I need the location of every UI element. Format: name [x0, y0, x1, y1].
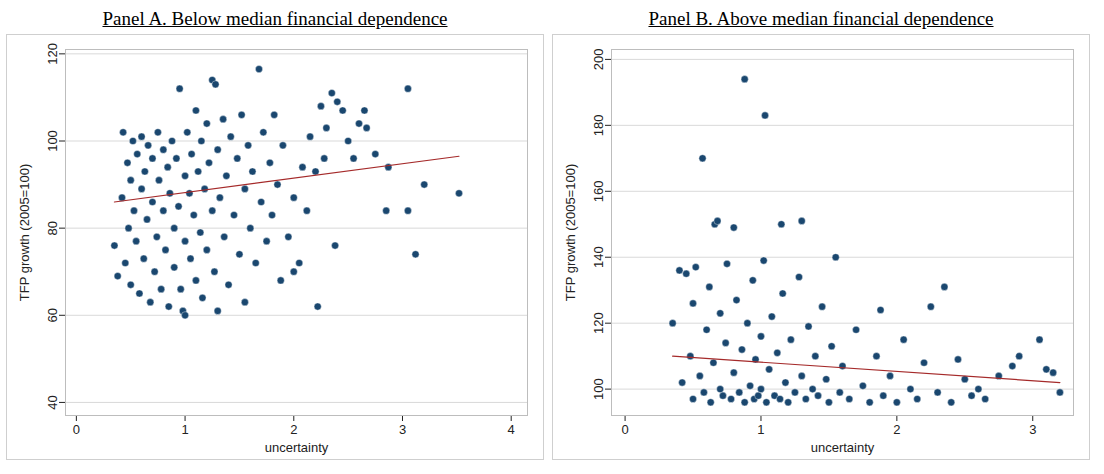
svg-text:120: 120 — [45, 43, 60, 65]
html-text:Panel A. Below median financia: Panel A. Below median financial dependen… — [102, 8, 448, 29]
svg-text:180: 180 — [591, 114, 606, 136]
svg-text:160: 160 — [591, 180, 606, 202]
svg-text:TFP growth (2005=100): TFP growth (2005=100) — [17, 164, 32, 301]
svg-text:2: 2 — [290, 422, 297, 437]
svg-text:1: 1 — [181, 422, 188, 437]
svg-text:200: 200 — [591, 49, 606, 71]
svg-text:uncertainty: uncertainty — [265, 440, 329, 455]
svg-text:120: 120 — [591, 312, 606, 334]
svg-text:80: 80 — [45, 221, 60, 235]
svg-text:140: 140 — [591, 246, 606, 268]
svg-text:2: 2 — [893, 422, 900, 437]
svg-text:60: 60 — [45, 308, 60, 322]
svg-text:1: 1 — [757, 422, 764, 437]
svg-text:100: 100 — [591, 378, 606, 400]
svg-text:0: 0 — [73, 422, 80, 437]
html-text:Panel B. Above median financia: Panel B. Above median financial dependen… — [648, 8, 994, 29]
svg-text:4: 4 — [508, 422, 515, 437]
svg-text:uncertainty: uncertainty — [811, 440, 875, 455]
svg-text:TFP growth (2005=100): TFP growth (2005=100) — [563, 164, 578, 301]
svg-text:40: 40 — [45, 395, 60, 409]
svg-text:3: 3 — [1029, 422, 1036, 437]
svg-text:0: 0 — [621, 422, 628, 437]
svg-text:3: 3 — [399, 422, 406, 437]
svg-text:100: 100 — [45, 130, 60, 152]
